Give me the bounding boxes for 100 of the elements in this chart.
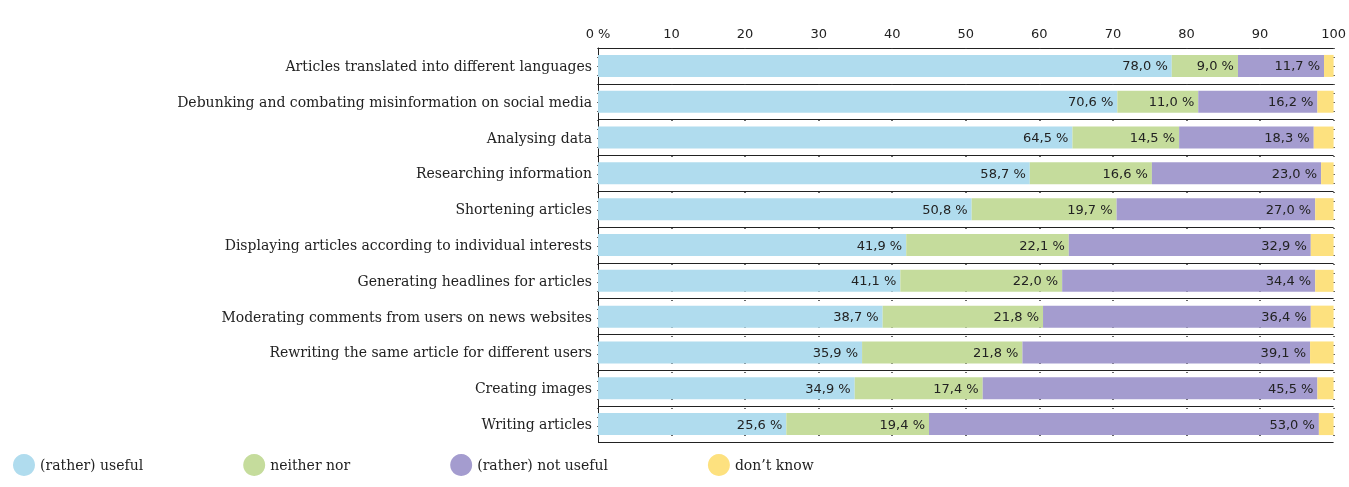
bar [862,341,1023,364]
data-label: 58,7 % [980,165,1026,181]
x-tick-label: 10 [663,26,680,41]
bar [598,234,907,256]
y-tick-label: Articles translated into different languages [284,57,592,74]
bar [786,413,930,436]
data-label: 22,1 % [1019,237,1065,253]
data-label: 78,0 % [1122,58,1168,74]
bar [882,305,1044,328]
bar [1317,90,1334,113]
bar [598,90,1118,113]
bar [598,162,1030,185]
y-tick-label: Creating images [474,380,592,397]
bar [1317,377,1334,400]
data-label: 41,1 % [850,273,897,289]
data-label: 64,5 % [1023,130,1069,146]
data-label: 25,6 % [736,416,783,432]
x-tick-label: 0 % [585,26,611,41]
y-tick-label: Rewriting the same article for different users [269,344,592,361]
legend-label: (rather) not useful [477,457,609,473]
data-label: 14,5 % [1129,130,1176,146]
data-label: 9,0 % [1196,58,1234,74]
bar [1324,54,1334,77]
legend-label: neither nor [270,457,351,473]
bar [598,54,1172,77]
bar [900,269,1063,292]
data-label: 34,4 % [1265,273,1312,289]
y-tick-label: Shortening articles [455,201,592,218]
data-label: 23,0 % [1271,165,1318,181]
bar [1062,269,1316,292]
bar [1179,126,1314,149]
bar [854,377,983,400]
data-label: 38,7 % [833,309,879,325]
bar [1237,54,1325,77]
bar [1072,126,1180,149]
data-label: 50,8 % [922,201,968,217]
bar [1315,198,1334,221]
data-label: 19,7 % [1067,201,1113,217]
bar [1310,341,1334,364]
bar [982,377,1318,400]
x-tick-label: 40 [883,26,901,41]
bar [1151,162,1322,185]
legend-label: don’t know [734,457,814,473]
data-label: 45,5 % [1267,380,1314,396]
data-label: 11,7 % [1274,58,1321,74]
data-label: 11,0 % [1148,94,1195,110]
data-label: 21,8 % [993,309,1040,325]
bar [971,198,1117,221]
x-tick-label: 80 [1178,26,1195,41]
bar [1029,162,1152,185]
data-label: 18,3 % [1264,130,1310,146]
data-label: 19,4 % [879,416,926,432]
data-label: 39,1 % [1260,344,1307,360]
data-label: 53,0 % [1269,416,1315,432]
bar [1310,305,1334,328]
y-tick-label: Moderating comments from users on news websites [221,308,592,325]
legend-label: (rather) useful [40,457,144,473]
data-label: 35,9 % [812,344,859,360]
x-tick-label: 20 [736,26,754,41]
y-tick-label: Writing articles [481,416,592,433]
bar [1318,413,1334,436]
y-tick-label: Researching information [415,165,592,182]
data-label: 22,0 % [1012,273,1059,289]
bar [598,341,863,364]
x-tick-label: 100 [1321,26,1347,41]
bar [1315,269,1334,292]
data-label: 16,6 % [1102,165,1148,181]
bar [598,198,972,221]
bar [929,413,1319,436]
x-tick-label: 60 [1031,26,1048,41]
data-label: 41,9 % [856,237,903,253]
x-tick-label: 70 [1104,26,1122,41]
y-tick-label: Generating headlines for articles [357,272,592,289]
data-label: 21,8 % [973,344,1019,360]
bar [1043,305,1311,328]
data-label: 36,4 % [1261,309,1307,325]
x-tick-label: 30 [810,26,827,41]
data-label: 17,4 % [933,380,979,396]
y-tick-label: Displaying articles according to individual interests [224,237,592,253]
x-tick-label: 90 [1251,26,1269,41]
data-label: 16,2 % [1267,94,1314,110]
bar [598,413,787,436]
bar [1313,126,1334,149]
y-tick-label: Analysing data [485,129,592,146]
y-tick-label: Debunking and combating misinformation on social media [177,93,592,110]
bar [1198,90,1318,113]
bar [1321,162,1334,185]
bar [598,305,883,328]
bar [598,377,855,400]
bar [1068,234,1311,256]
x-tick-label: 50 [957,26,975,41]
data-label: 32,9 % [1261,237,1307,253]
data-label: 70,6 % [1067,94,1114,110]
bar [1310,234,1334,256]
bar [1022,341,1311,364]
bar [1116,198,1316,221]
data-label: 27,0 % [1265,201,1312,217]
bar [1117,90,1199,113]
data-label: 34,9 % [805,380,851,396]
bar [598,269,901,292]
